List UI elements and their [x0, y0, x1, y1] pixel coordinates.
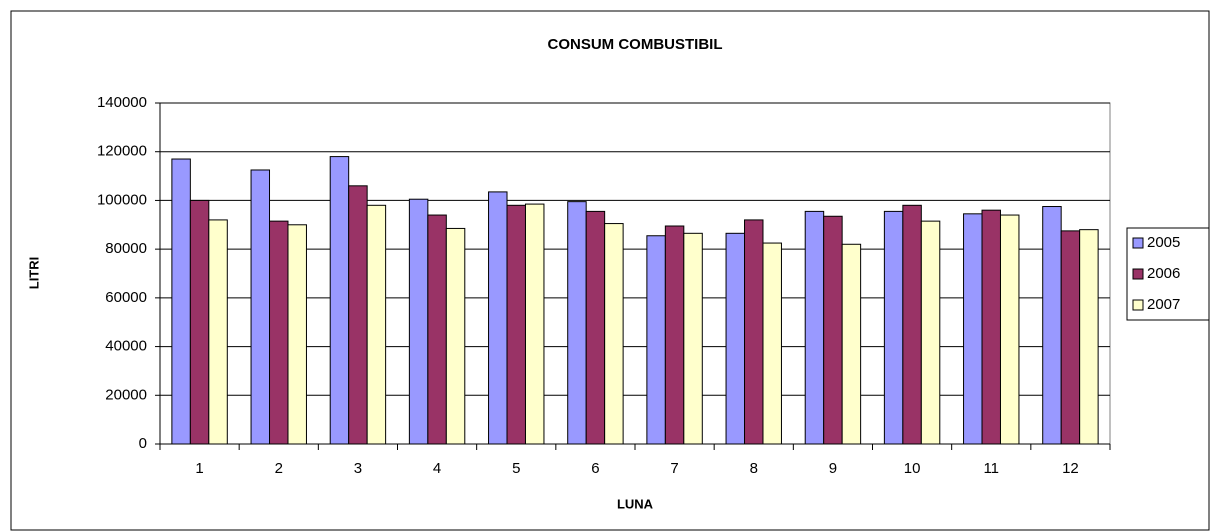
- x-tick-label: 5: [512, 460, 520, 477]
- bar: [567, 201, 587, 445]
- bar: [1079, 229, 1099, 445]
- bar: [1060, 230, 1081, 445]
- bar: [804, 210, 825, 445]
- x-tick-label: 10: [904, 460, 921, 477]
- bar: [725, 232, 746, 445]
- bar: [1042, 206, 1062, 445]
- bar: [981, 209, 1001, 445]
- x-tick-label: 11: [983, 460, 999, 477]
- y-tick-label: 120000: [97, 143, 147, 160]
- bar: [823, 215, 843, 445]
- bar: [744, 219, 764, 445]
- bar: [171, 158, 191, 445]
- x-tick-label: 12: [1062, 460, 1079, 477]
- y-tick-label: 60000: [105, 289, 147, 306]
- bar: [287, 224, 307, 445]
- bar: [646, 235, 666, 445]
- bar: [488, 191, 508, 445]
- bar: [683, 232, 703, 445]
- x-tick-label: 2: [275, 460, 283, 477]
- bar: [506, 204, 526, 445]
- bar: [189, 199, 210, 445]
- y-tick-label: 0: [139, 435, 147, 452]
- bar: [999, 214, 1020, 445]
- x-tick-label: 8: [750, 460, 758, 477]
- bar: [524, 203, 545, 445]
- bar: [585, 210, 606, 445]
- y-tick-label: 140000: [97, 94, 147, 111]
- plot-area: [159, 102, 1111, 445]
- bar: [427, 214, 447, 445]
- bar: [269, 220, 289, 445]
- x-tick-label: 7: [670, 460, 678, 477]
- legend-label: 2005: [1147, 234, 1180, 251]
- bar: [366, 204, 387, 445]
- legend-swatch: [1132, 237, 1144, 249]
- legend-label: 2007: [1147, 296, 1180, 313]
- bar: [408, 198, 429, 445]
- bar: [762, 242, 782, 445]
- bar: [883, 210, 904, 445]
- bar: [902, 204, 922, 445]
- x-tick-label: 3: [354, 460, 362, 477]
- bar: [208, 219, 228, 445]
- bar: [920, 220, 941, 445]
- bar: [664, 225, 685, 445]
- x-tick-label: 6: [591, 460, 599, 477]
- legend-label: 2006: [1147, 265, 1180, 282]
- legend-swatch: [1132, 268, 1144, 280]
- x-axis-label: LUNA: [617, 496, 654, 511]
- bar: [329, 156, 350, 445]
- y-tick-label: 40000: [105, 338, 147, 355]
- y-axis-label: LITRI: [26, 257, 41, 290]
- bar: [604, 223, 624, 445]
- x-tick-label: 1: [195, 460, 203, 477]
- bar: [250, 169, 271, 445]
- y-tick-label: 80000: [105, 240, 147, 257]
- bar: [841, 243, 862, 445]
- bar: [445, 227, 466, 445]
- y-tick-label: 20000: [105, 386, 147, 403]
- x-tick-label: 9: [829, 460, 837, 477]
- legend-swatch: [1132, 299, 1144, 311]
- bar: [348, 185, 368, 445]
- y-tick-label: 100000: [97, 191, 147, 208]
- bar: [963, 213, 983, 445]
- chart-title: CONSUM COMBUSTIBIL: [548, 36, 723, 53]
- x-tick-label: 4: [433, 460, 441, 477]
